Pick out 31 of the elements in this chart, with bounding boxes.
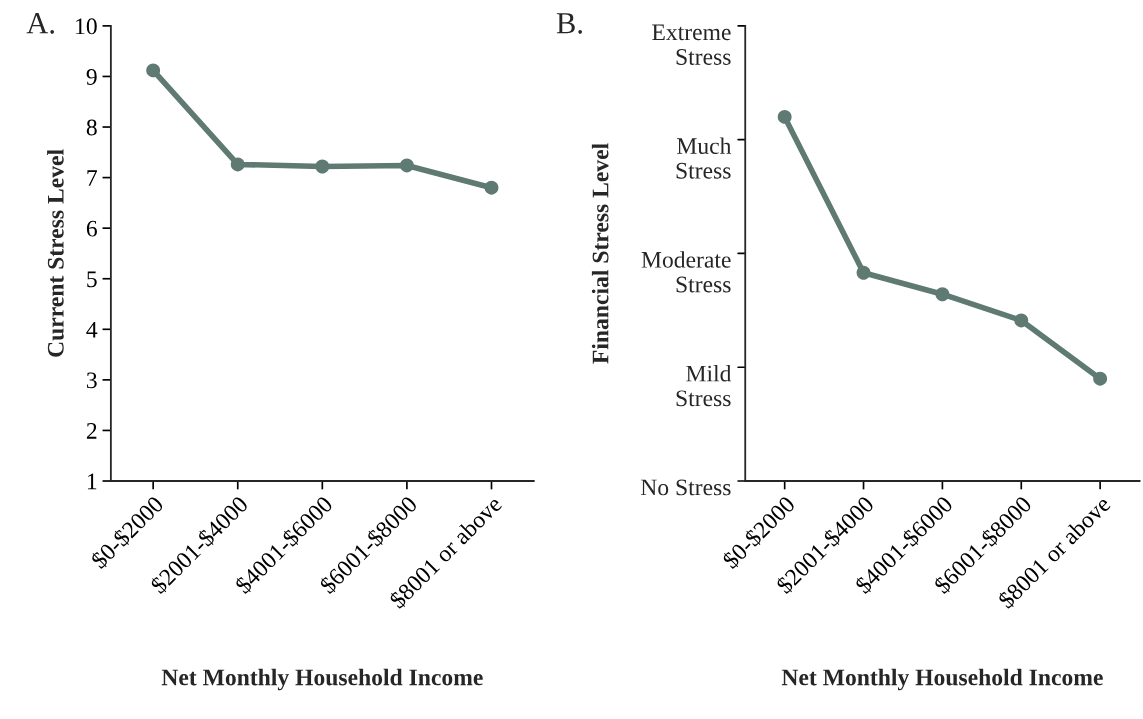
x-axis-title: Net Monthly Household Income xyxy=(781,668,1103,691)
text: B. xyxy=(556,13,582,34)
y-tick-label: 6 xyxy=(86,220,97,237)
text: Extreme Stress xyxy=(652,24,731,65)
text: No Stress xyxy=(640,479,731,496)
point xyxy=(399,158,414,173)
point xyxy=(484,180,499,195)
y-tick-label: 5 xyxy=(87,271,97,288)
y-tick-label: 9 xyxy=(86,69,97,85)
y-tick-label: 2 xyxy=(86,423,97,439)
point xyxy=(935,287,950,302)
point xyxy=(777,109,792,124)
point xyxy=(1093,371,1108,386)
text: A. xyxy=(26,13,54,34)
point xyxy=(230,157,245,172)
y-tick-label: 8 xyxy=(86,119,97,136)
point xyxy=(146,63,161,78)
y-tick-label: 3 xyxy=(87,372,97,389)
y-axis-title: Current Stress Level xyxy=(47,149,64,357)
text: Moderate Stress xyxy=(641,251,731,293)
x-axis-title: Net Monthly Household Income xyxy=(161,668,483,691)
point xyxy=(1014,313,1029,328)
y-tick-label: 7 xyxy=(87,170,97,186)
text: Much Stress xyxy=(676,137,732,179)
text: Mild Stress xyxy=(676,364,732,407)
point xyxy=(315,159,330,174)
y-axis-title: Financial Stress Level xyxy=(591,143,609,364)
y-tick-label: 10 xyxy=(76,18,97,35)
point xyxy=(856,265,871,280)
y-tick-label: 1 xyxy=(87,473,97,490)
y-tick-label: 4 xyxy=(86,321,98,338)
